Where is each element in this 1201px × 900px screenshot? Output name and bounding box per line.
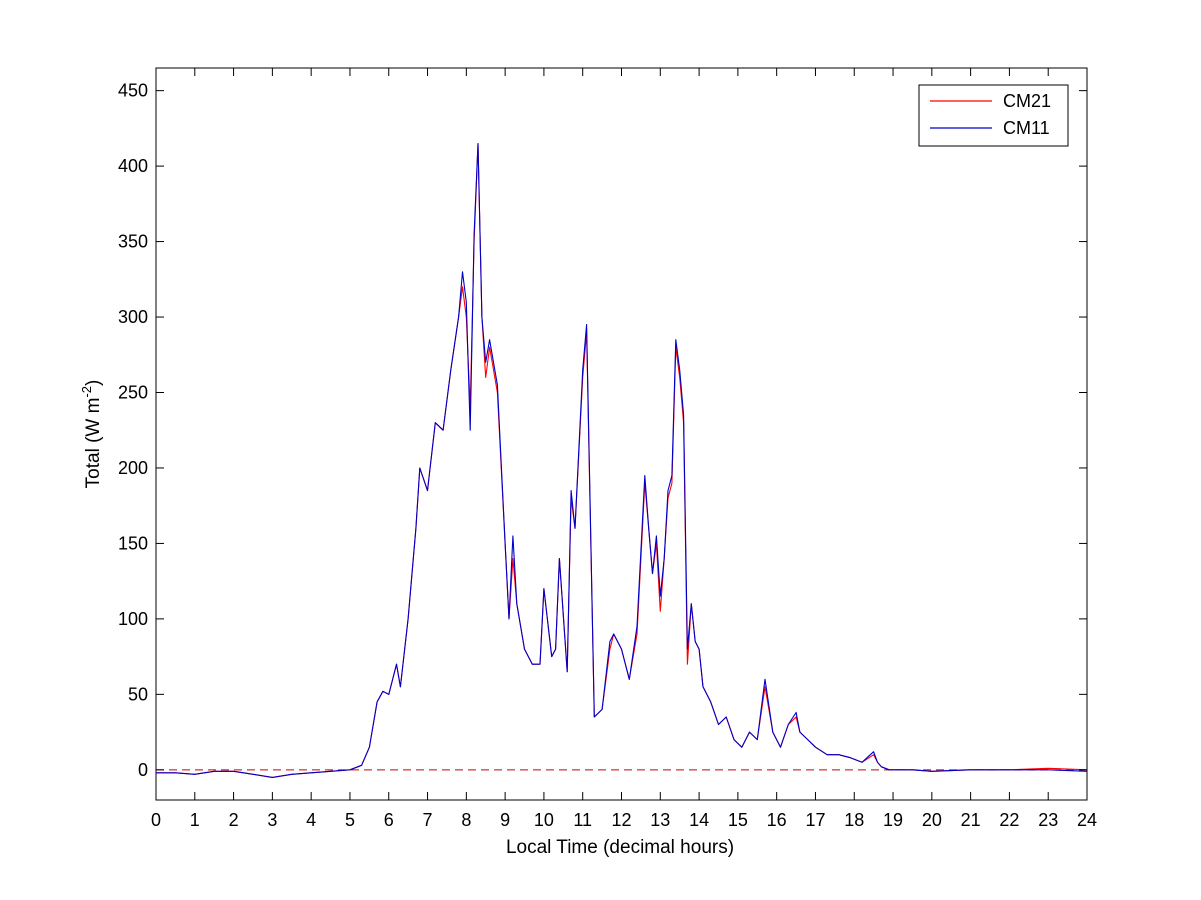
x-tick-label: 20 — [922, 810, 942, 830]
series-line-cm11 — [156, 142, 1088, 778]
legend-label-cm11: CM11 — [1003, 118, 1050, 138]
y-tick-label: 0 — [138, 760, 148, 780]
x-tick-label: 21 — [961, 810, 981, 830]
legend-label-cm21: CM21 — [1003, 91, 1051, 111]
x-tick-label: 5 — [345, 810, 355, 830]
x-tick-label: 22 — [999, 810, 1019, 830]
x-tick-label: 15 — [728, 810, 748, 830]
x-tick-label: 3 — [267, 810, 277, 830]
y-tick-label: 100 — [118, 609, 148, 629]
x-tick-label: 10 — [534, 810, 554, 830]
x-tick-label: 19 — [883, 810, 903, 830]
x-tick-label: 2 — [229, 810, 239, 830]
x-tick-label: 7 — [423, 810, 433, 830]
x-tick-label: 8 — [461, 810, 471, 830]
x-axis-label: Local Time (decimal hours) — [506, 837, 734, 858]
y-tick-label: 50 — [128, 684, 148, 704]
y-axis-ticks: 0 50 100 150 200 250 300 350 400 450 — [118, 81, 1087, 780]
y-tick-label: 200 — [118, 458, 148, 478]
y-tick-label: 350 — [118, 232, 148, 252]
y-axis-label-main: Total (W m — [83, 398, 104, 489]
x-tick-label: 17 — [805, 810, 825, 830]
x-tick-label: 4 — [306, 810, 316, 830]
x-tick-label: 0 — [151, 810, 161, 830]
legend-box — [918, 84, 1069, 147]
x-tick-label: 1 — [190, 810, 200, 830]
plot-area — [155, 67, 1088, 801]
legend: CM21 CM11 — [918, 84, 1069, 147]
y-axis-label-close: ) — [83, 380, 104, 386]
x-tick-label: 23 — [1038, 810, 1058, 830]
y-axis-label-superscript: -2 — [79, 386, 94, 398]
x-axis-ticks: 0 1 2 3 4 5 6 7 8 9 10 11 12 13 14 15 16 17 18 19 20 21 22 23 24 — [151, 68, 1097, 830]
x-tick-label: 11 — [573, 810, 592, 830]
x-tick-label: 24 — [1077, 810, 1097, 830]
series-group — [156, 142, 1088, 778]
y-tick-label: 250 — [118, 382, 148, 402]
x-tick-label: 18 — [844, 810, 864, 830]
y-tick-label: 400 — [118, 156, 148, 176]
x-tick-label: 16 — [767, 810, 787, 830]
x-tick-label: 6 — [384, 810, 394, 830]
y-tick-label: 300 — [118, 307, 148, 327]
x-tick-label: 12 — [611, 810, 631, 830]
x-tick-label: 13 — [650, 810, 670, 830]
x-tick-label: 9 — [500, 810, 510, 830]
y-axis-label: Total (W m-2) — [79, 380, 104, 489]
x-tick-label: 14 — [689, 810, 709, 830]
y-tick-label: 150 — [118, 533, 148, 553]
y-tick-label: 450 — [118, 81, 148, 101]
